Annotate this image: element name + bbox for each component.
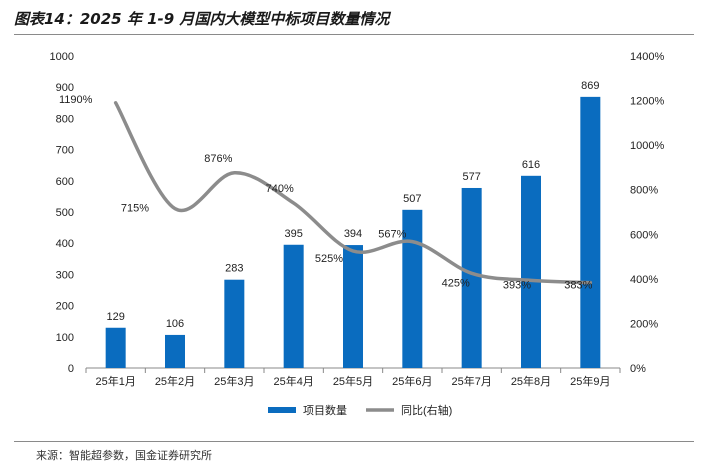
y-right-tick-label: 800% [630, 185, 658, 197]
line-value-label: 383% [564, 280, 592, 292]
x-tick-label: 25年6月 [392, 374, 432, 388]
yoy-line-series [113, 101, 593, 285]
legend-line-label: 同比(右轴) [401, 403, 452, 417]
x-tick-label: 25年1月 [95, 374, 135, 388]
bar-value-label: 283 [225, 263, 243, 275]
y-right-tick-label: 600% [630, 229, 658, 241]
line-value-label: 525% [315, 253, 343, 265]
y-left-tick-label: 400 [56, 238, 74, 250]
title-rule [14, 34, 694, 35]
y-left-tick-label: 0 [68, 363, 74, 375]
y-left-tick-label: 900 [56, 82, 74, 94]
y-left-tick-label: 800 [56, 113, 74, 125]
x-tick-label: 25年2月 [155, 374, 195, 388]
bar [580, 96, 601, 368]
bar-value-label: 106 [166, 318, 184, 330]
bar [521, 175, 541, 368]
y-right-tick-label: 1200% [630, 96, 664, 108]
legend-bar-label: 项目数量 [303, 404, 347, 417]
y-right-tick-label: 200% [630, 318, 658, 330]
bar [343, 245, 363, 368]
bar [461, 187, 482, 368]
y-right-tick-label: 1000% [630, 140, 664, 152]
bar [402, 209, 423, 368]
bar-value-label: 395 [284, 228, 302, 240]
line-value-label: 876% [204, 153, 232, 165]
bar-value-label: 394 [344, 228, 362, 240]
bar [224, 279, 245, 368]
y-right-tick-label: 0% [630, 363, 646, 375]
bar-value-label: 129 [106, 311, 124, 323]
x-tick-label: 25年4月 [273, 374, 313, 388]
line-value-label: 425% [442, 277, 470, 289]
line-value-label: 567% [378, 229, 406, 241]
y-left-tick-label: 1000 [50, 51, 74, 63]
figure-title: 图表14：2025 年 1-9 月国内大模型中标项目数量情况 [14, 10, 390, 28]
x-tick-label: 25年9月 [570, 374, 610, 388]
source-note: 来源：智能超参数，国金证券研究所 [36, 449, 212, 462]
bar [165, 334, 185, 368]
y-left-tick-label: 200 [56, 301, 74, 313]
line-value-label: 393% [503, 279, 531, 291]
x-tick-label: 25年3月 [214, 374, 254, 388]
bar-value-label: 616 [522, 159, 540, 171]
y-right-tick-label: 400% [630, 274, 658, 286]
y-left-tick-label: 700 [56, 145, 74, 157]
bar-value-label: 507 [403, 193, 421, 205]
line-value-label: 715% [121, 203, 149, 215]
bar-value-label: 869 [581, 80, 599, 92]
line-value-label: 1190% [59, 94, 93, 106]
bar [105, 327, 126, 368]
x-tick-label: 25年5月 [333, 374, 373, 388]
line-value-label: 740% [266, 183, 294, 195]
legend-bar-swatch [268, 407, 296, 413]
y-right-tick-label: 1400% [630, 51, 664, 63]
y-left-tick-label: 600 [56, 176, 74, 188]
y-left-tick-label: 100 [56, 332, 74, 344]
x-tick-label: 25年8月 [511, 374, 551, 388]
bar-value-label: 577 [462, 171, 480, 183]
bar [283, 244, 304, 368]
x-tick-label: 25年7月 [451, 374, 491, 388]
y-left-tick-label: 300 [56, 269, 74, 281]
y-left-tick-label: 500 [56, 207, 74, 219]
source-rule [14, 441, 694, 442]
